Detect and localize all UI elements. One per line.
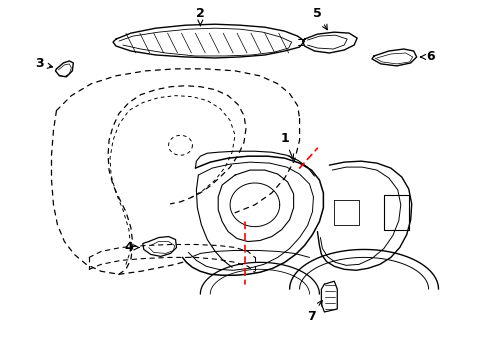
- Text: 1: 1: [280, 132, 293, 159]
- Text: 2: 2: [196, 7, 204, 26]
- Text: 3: 3: [35, 57, 52, 71]
- Text: 5: 5: [312, 7, 326, 30]
- Text: 6: 6: [420, 50, 434, 63]
- Text: 4: 4: [124, 241, 139, 254]
- Text: 7: 7: [306, 301, 322, 323]
